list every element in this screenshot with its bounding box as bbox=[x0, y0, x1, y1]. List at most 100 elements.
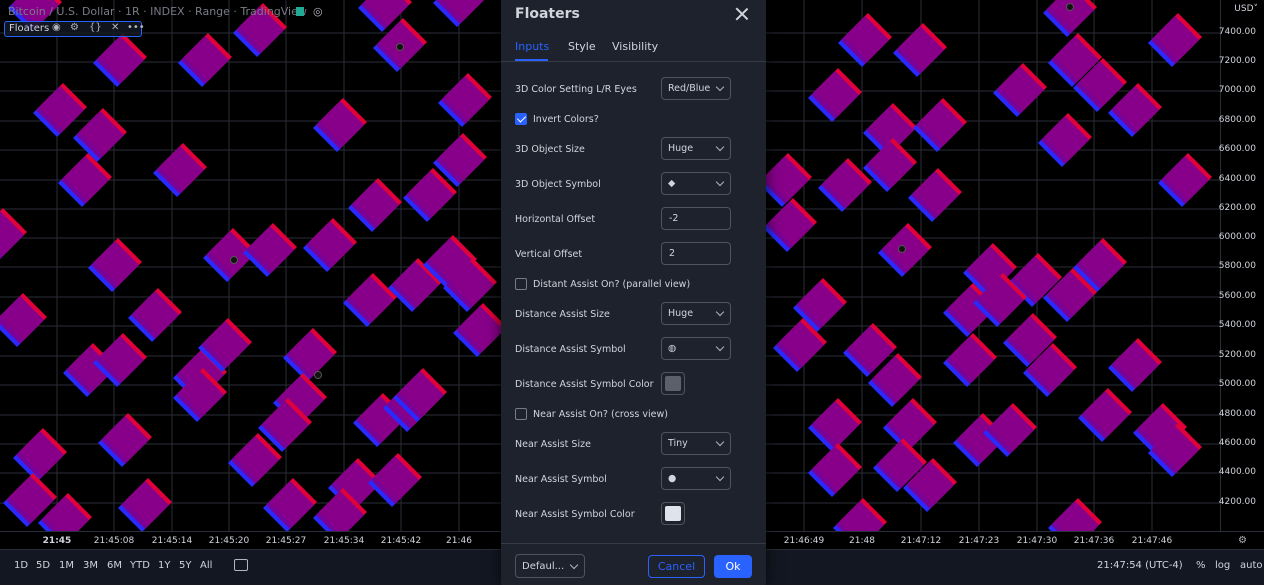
color-setting-value: Red/Blue bbox=[668, 83, 711, 94]
floater-diamond bbox=[316, 101, 364, 149]
horizontal-offset-input[interactable] bbox=[661, 207, 731, 230]
percent-toggle[interactable]: % bbox=[1196, 560, 1206, 571]
time-label: 21:47:23 bbox=[958, 536, 1000, 546]
distance-assist-size-label: Distance Assist Size bbox=[515, 309, 610, 320]
distance-assist-size-select[interactable]: Huge bbox=[661, 302, 731, 325]
near-assist-symbol-select[interactable]: ● bbox=[661, 467, 731, 490]
floater-diamond bbox=[1111, 86, 1159, 134]
tab-style[interactable]: Style bbox=[568, 40, 596, 53]
range-button-all[interactable]: All bbox=[200, 560, 213, 571]
chart-canvas[interactable] bbox=[0, 0, 1220, 531]
auto-toggle[interactable]: auto bbox=[1240, 560, 1263, 571]
distant-assist-label[interactable]: Distant Assist On? (parallel view) bbox=[533, 279, 691, 290]
chevron-down-icon bbox=[715, 437, 725, 447]
floater-diamond bbox=[811, 401, 859, 449]
price-label: 5000.00 bbox=[1218, 379, 1256, 389]
eye-icon[interactable]: ◉ bbox=[52, 22, 61, 33]
currency-label[interactable]: USD˅ bbox=[1234, 4, 1258, 14]
settings-gear-icon[interactable]: ⚙ bbox=[70, 22, 79, 33]
vertical-offset-label: Vertical Offset bbox=[515, 249, 583, 260]
more-icon[interactable]: ••• bbox=[127, 22, 145, 33]
near-assist-label[interactable]: Near Assist On? (cross view) bbox=[533, 409, 668, 420]
assist-dot bbox=[314, 371, 322, 379]
range-button-1m[interactable]: 1M bbox=[59, 560, 74, 571]
date-range-icon[interactable] bbox=[234, 559, 248, 571]
floater-diamond bbox=[96, 36, 144, 84]
vertical-offset-input[interactable] bbox=[661, 242, 731, 265]
floater-diamond bbox=[11, 0, 59, 29]
near-assist-color-swatch[interactable] bbox=[661, 502, 685, 525]
assist-dot bbox=[898, 245, 906, 253]
distance-assist-symbol-value: ◍ bbox=[668, 343, 677, 354]
range-button-1y[interactable]: 1Y bbox=[158, 560, 171, 571]
floater-diamond bbox=[346, 276, 394, 324]
clock-display[interactable]: 21:47:54 (UTC-4) bbox=[1097, 560, 1183, 571]
log-toggle[interactable]: log bbox=[1215, 560, 1231, 571]
distance-assist-color-fill bbox=[665, 376, 681, 391]
chevron-down-icon bbox=[569, 560, 579, 570]
floater-diamond bbox=[1076, 241, 1124, 289]
horizontal-offset-label: Horizontal Offset bbox=[515, 214, 596, 225]
color-setting-label: 3D Color Setting L/R Eyes bbox=[515, 84, 637, 95]
indicator-legend[interactable]: Floaters ◉ ⚙ {} ✕ ••• bbox=[4, 21, 145, 37]
object-symbol-select[interactable]: ◆ bbox=[661, 172, 731, 195]
object-symbol-value: ◆ bbox=[668, 178, 676, 189]
floater-diamond bbox=[396, 371, 444, 419]
floater-diamond bbox=[1111, 341, 1159, 389]
hide-icon[interactable]: ◎ bbox=[313, 5, 323, 18]
time-label: 21:45:42 bbox=[380, 536, 422, 546]
floater-diamond bbox=[866, 141, 914, 189]
indicator-name: Floaters bbox=[9, 23, 50, 34]
range-button-ytd[interactable]: YTD bbox=[130, 560, 150, 571]
floater-diamond bbox=[391, 261, 439, 309]
floater-diamond bbox=[761, 156, 809, 204]
distance-assist-color-label: Distance Assist Symbol Color bbox=[515, 379, 654, 390]
object-size-select[interactable]: Huge bbox=[661, 137, 731, 160]
floater-diamond bbox=[876, 441, 924, 489]
distant-assist-checkbox[interactable] bbox=[515, 278, 527, 290]
assist-dot bbox=[1066, 3, 1074, 11]
invert-colors-label[interactable]: Invert Colors? bbox=[533, 114, 599, 125]
floater-diamond bbox=[96, 336, 144, 384]
range-button-1d[interactable]: 1D bbox=[14, 560, 29, 571]
time-label: 21:46:49 bbox=[783, 536, 825, 546]
tab-inputs[interactable]: Inputs bbox=[515, 40, 550, 53]
range-button-5y[interactable]: 5Y bbox=[179, 560, 192, 571]
defaults-label: Defaul... bbox=[522, 561, 565, 572]
cancel-button[interactable]: Cancel bbox=[648, 555, 705, 578]
floater-diamond bbox=[1046, 271, 1094, 319]
range-button-5d[interactable]: 5D bbox=[36, 560, 51, 571]
ok-button[interactable]: Ok bbox=[714, 555, 752, 578]
invert-colors-checkbox[interactable] bbox=[515, 113, 527, 125]
axis-settings-icon[interactable]: ⚙ bbox=[1238, 535, 1247, 546]
remove-icon[interactable]: ✕ bbox=[111, 22, 120, 33]
time-label: 21:48 bbox=[849, 536, 875, 546]
near-assist-checkbox[interactable] bbox=[515, 408, 527, 420]
floater-diamond bbox=[906, 461, 954, 509]
range-button-6m[interactable]: 6M bbox=[107, 560, 122, 571]
close-icon[interactable] bbox=[734, 6, 750, 22]
object-symbol-label: 3D Object Symbol bbox=[515, 179, 601, 190]
floater-diamond bbox=[1076, 61, 1124, 109]
source-code-icon[interactable]: {} bbox=[89, 22, 102, 33]
range-button-3m[interactable]: 3M bbox=[83, 560, 98, 571]
price-label: 5200.00 bbox=[1218, 350, 1256, 360]
dialog-tabs: Inputs Style Visibility bbox=[501, 37, 766, 62]
near-assist-size-select[interactable]: Tiny bbox=[661, 432, 731, 455]
tab-visibility[interactable]: Visibility bbox=[612, 40, 659, 53]
price-axis[interactable]: USD˅ 7400.00 7200.00 7000.00 6800.00 6600.00… bbox=[1218, 0, 1264, 531]
color-setting-select[interactable]: Red/Blue bbox=[661, 77, 731, 100]
floater-diamond bbox=[886, 401, 934, 449]
floater-diamond bbox=[1151, 16, 1199, 64]
price-label: 6800.00 bbox=[1218, 115, 1256, 125]
distance-assist-color-swatch[interactable] bbox=[661, 372, 685, 395]
floater-diamond bbox=[436, 136, 484, 184]
defaults-dropdown[interactable]: Defaul... bbox=[515, 554, 585, 578]
floater-diamond bbox=[1051, 501, 1099, 531]
time-label: 21:45:14 bbox=[151, 536, 193, 546]
distance-assist-symbol-select[interactable]: ◍ bbox=[661, 337, 731, 360]
floater-diamond bbox=[206, 231, 254, 279]
price-label: 6000.00 bbox=[1218, 232, 1256, 242]
chevron-down-icon bbox=[715, 177, 725, 187]
